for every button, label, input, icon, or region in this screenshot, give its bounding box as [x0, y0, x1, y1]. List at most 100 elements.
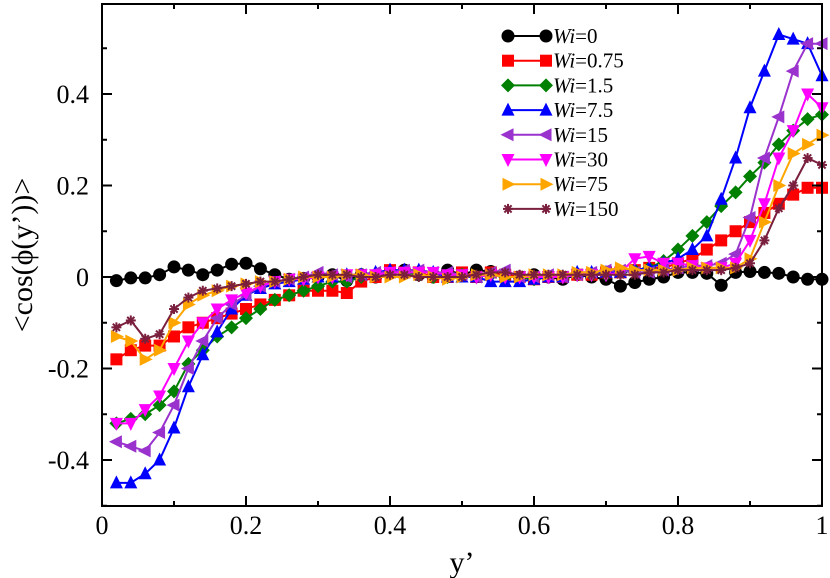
legend-marker	[501, 78, 515, 93]
data-point	[226, 281, 237, 292]
data-point	[729, 150, 743, 164]
data-point	[152, 426, 166, 440]
legend-entry: Wi=0	[501, 24, 598, 48]
data-point	[772, 27, 786, 41]
data-point	[728, 185, 743, 200]
legend-marker	[501, 154, 515, 167]
data-point	[124, 271, 138, 285]
data-point	[239, 256, 253, 270]
data-point	[745, 258, 755, 269]
data-point	[615, 269, 626, 280]
x-tick-label: 0.6	[518, 511, 551, 540]
data-point	[109, 475, 123, 489]
series-line	[116, 92, 823, 425]
data-point	[167, 260, 181, 274]
data-point	[772, 266, 786, 280]
legend-label-value: =15	[575, 123, 608, 147]
data-point	[802, 153, 813, 164]
legend-marker	[539, 29, 553, 43]
data-point	[327, 269, 338, 280]
legend-label-prefix: Wi	[553, 49, 575, 73]
series-line	[115, 156, 823, 340]
legend-label-value: =30	[575, 148, 608, 172]
data-point	[154, 329, 165, 340]
x-tick-label: 0.2	[230, 511, 263, 540]
data-point	[756, 151, 770, 165]
plot-frame	[101, 3, 823, 507]
data-point	[801, 181, 814, 194]
data-point	[139, 352, 153, 366]
data-point	[153, 268, 167, 282]
data-point	[110, 329, 124, 343]
data-point	[225, 294, 239, 308]
legend-entry: Wi=30	[501, 148, 608, 172]
data-point	[341, 269, 352, 280]
data-point	[800, 37, 814, 51]
data-point	[195, 334, 209, 348]
y-tick-label: -0.4	[48, 446, 89, 475]
series-line	[116, 33, 823, 484]
data-point	[111, 322, 122, 333]
legend-marker	[538, 128, 552, 142]
data-point	[773, 203, 784, 214]
legend-label: Wi=75	[553, 172, 608, 196]
y-tick-label: -0.2	[48, 355, 89, 384]
legend-entry: Wi=1.5	[501, 73, 613, 97]
data-point	[282, 288, 297, 303]
series-line	[116, 42, 822, 453]
data-point	[529, 269, 539, 280]
legend-label: Wi=0	[553, 24, 598, 48]
data-point	[657, 257, 671, 271]
data-point	[785, 64, 799, 78]
data-point	[700, 228, 714, 242]
data-point	[138, 404, 152, 418]
data-point	[284, 274, 295, 285]
data-point	[757, 265, 771, 279]
data-point	[253, 302, 268, 317]
legend-label-value: =0.75	[575, 49, 624, 73]
data-point	[123, 439, 137, 453]
data-point	[166, 398, 180, 412]
data-point	[457, 272, 467, 282]
legend-label-value: =150	[575, 197, 618, 221]
data-point	[210, 324, 224, 338]
legend-marker	[540, 54, 552, 67]
data-point	[167, 363, 181, 376]
data-point	[687, 265, 698, 276]
data-point	[296, 283, 311, 298]
data-point	[154, 343, 168, 357]
y-tick-label: 0.2	[57, 172, 90, 201]
data-point	[786, 125, 800, 139]
data-point	[586, 269, 597, 280]
data-point	[428, 272, 439, 282]
data-point	[124, 344, 137, 357]
x-axis-title: y’	[450, 546, 475, 578]
data-point	[108, 435, 122, 449]
data-point	[742, 211, 756, 225]
data-point	[137, 444, 151, 458]
data-point	[801, 88, 815, 102]
legend-marker	[539, 154, 553, 167]
data-point	[757, 198, 771, 212]
data-point	[485, 267, 496, 278]
data-point	[125, 315, 136, 326]
legend-label-prefix: Wi	[553, 24, 575, 48]
data-point	[773, 179, 787, 192]
data-point	[442, 272, 453, 282]
data-point	[138, 466, 152, 480]
data-point	[326, 284, 339, 297]
legend-marker	[502, 54, 514, 67]
data-point	[771, 110, 785, 124]
data-point	[239, 287, 253, 301]
series-wi-7-5	[109, 27, 829, 489]
data-point	[370, 272, 381, 282]
data-point	[110, 353, 123, 366]
axis-ticks: 0 0.2 0.4 0.6 0.8 1 -0.4 -0.2 0 0.2 0.4	[48, 4, 829, 540]
data-point	[181, 263, 195, 277]
data-point	[786, 31, 800, 45]
legend-entry: Wi=75	[502, 172, 608, 196]
data-point	[500, 267, 511, 278]
data-point	[180, 362, 194, 375]
legend-label-value: =0	[575, 24, 597, 48]
data-point	[267, 292, 282, 307]
